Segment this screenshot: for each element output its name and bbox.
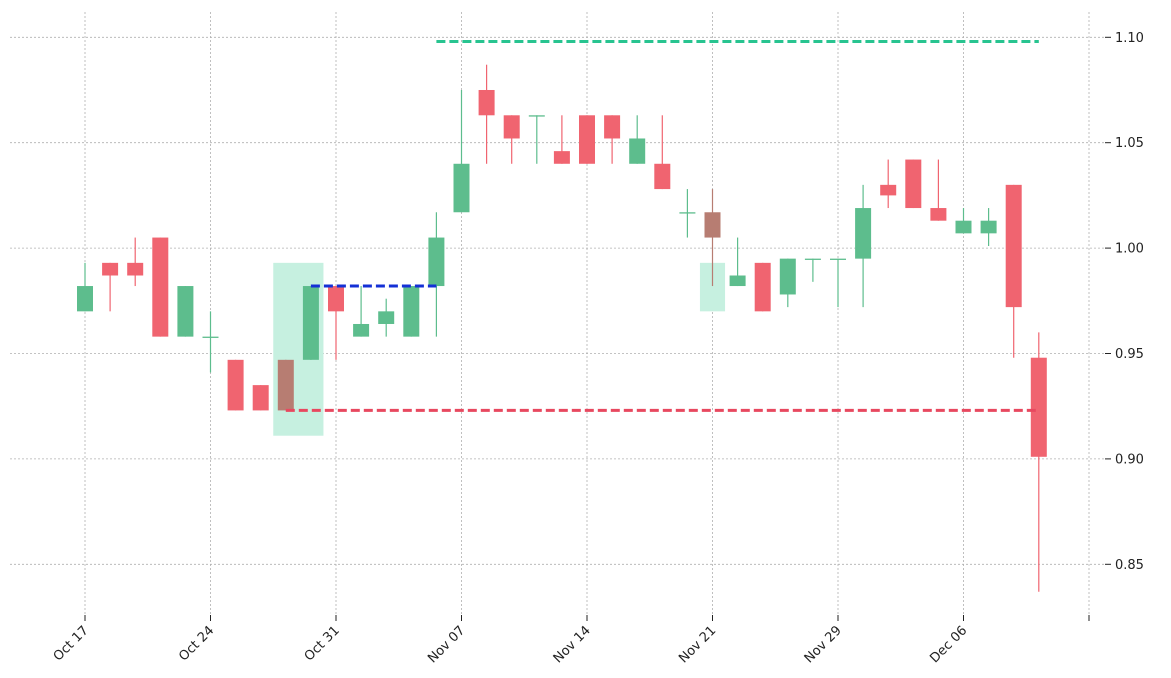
x-tick-label: Nov 14 xyxy=(551,623,594,666)
candle-body xyxy=(403,286,420,337)
candle-body xyxy=(528,115,545,117)
y-tick-label: 1.05 xyxy=(1115,136,1144,151)
candle xyxy=(855,184,872,308)
y-tick-label: 0.90 xyxy=(1115,452,1144,467)
candle-body xyxy=(1005,184,1022,308)
candle xyxy=(102,262,119,312)
x-tick-label: Oct 24 xyxy=(176,623,217,664)
candle-body xyxy=(252,385,269,411)
candle xyxy=(202,311,219,373)
y-tick-label: 1.10 xyxy=(1115,31,1144,46)
candle xyxy=(353,286,370,337)
candle-body xyxy=(202,336,219,338)
candle xyxy=(77,262,93,312)
candle xyxy=(955,208,972,234)
candle xyxy=(579,115,595,164)
candle xyxy=(980,208,997,246)
candle-body xyxy=(177,286,194,337)
candles xyxy=(77,64,1047,592)
grid xyxy=(10,12,1105,617)
candle-body xyxy=(704,212,721,238)
x-tick-label: Oct 31 xyxy=(302,623,343,664)
candle-body xyxy=(503,115,520,139)
y-tick-label: 1.00 xyxy=(1115,242,1144,257)
candle xyxy=(252,385,269,411)
candle xyxy=(453,89,470,213)
candle-body xyxy=(579,115,595,164)
candle xyxy=(177,286,194,337)
candle-body xyxy=(378,311,395,324)
candle xyxy=(880,159,897,209)
candle-body xyxy=(930,208,947,221)
candle xyxy=(277,359,294,411)
candle xyxy=(729,237,746,287)
candle xyxy=(302,286,319,360)
candle-body xyxy=(604,115,621,139)
candle-body xyxy=(980,220,997,234)
candle-body xyxy=(328,286,344,312)
candle xyxy=(679,189,696,238)
candle xyxy=(1030,332,1047,592)
candle-body xyxy=(679,212,696,214)
x-tick-label: Dec 06 xyxy=(927,623,970,666)
axes: 0.85 0.90 0.95 1.00 1.05 1.10 Oct 17 Oct 24 Oct … xyxy=(51,31,1144,667)
x-tick-label: Nov 21 xyxy=(676,623,719,666)
candle-body xyxy=(77,286,93,312)
candle xyxy=(528,115,545,164)
candle-body xyxy=(880,184,897,196)
candle-body xyxy=(905,159,922,209)
candle-body xyxy=(955,220,972,234)
candle-body xyxy=(102,262,119,276)
candle-body xyxy=(855,208,872,259)
candle-body xyxy=(754,262,771,312)
candle-body xyxy=(152,237,169,337)
candle xyxy=(378,298,395,337)
candle xyxy=(604,115,621,164)
y-tick-label: 0.85 xyxy=(1115,558,1144,573)
candle-body xyxy=(1030,357,1047,457)
candle xyxy=(1005,184,1022,358)
candle-body xyxy=(729,275,746,287)
candle xyxy=(654,115,671,190)
candle xyxy=(779,258,796,308)
candle xyxy=(403,286,420,337)
candle xyxy=(428,212,445,337)
candle-body xyxy=(654,163,671,190)
candle-body xyxy=(353,323,370,337)
candle-body xyxy=(127,262,144,276)
candle-body xyxy=(804,258,821,260)
candle-body xyxy=(478,89,495,116)
candle xyxy=(127,237,144,287)
candle xyxy=(328,286,344,360)
candle xyxy=(754,262,771,312)
candle-body xyxy=(629,138,646,164)
candle-body xyxy=(302,286,319,360)
candle xyxy=(905,159,922,209)
x-tick-label: Nov 07 xyxy=(425,623,468,666)
candle xyxy=(478,64,495,164)
candle-body xyxy=(553,151,570,164)
candle-body xyxy=(453,163,470,213)
candle xyxy=(704,189,721,287)
x-tick-label: Nov 29 xyxy=(802,623,845,666)
candle xyxy=(553,115,570,164)
x-tick-label: Oct 17 xyxy=(51,623,92,664)
candle-body xyxy=(428,237,445,287)
candle xyxy=(503,115,520,164)
candle-body xyxy=(779,258,796,295)
candle-body xyxy=(277,359,294,411)
horizontal-levels xyxy=(285,40,1039,412)
candle xyxy=(227,359,244,411)
candle-body xyxy=(830,258,846,260)
candle xyxy=(629,115,646,164)
candle xyxy=(804,258,821,282)
candle-body xyxy=(227,359,244,411)
y-tick-label: 0.95 xyxy=(1115,347,1144,362)
candle xyxy=(930,159,947,221)
candle xyxy=(830,258,846,308)
candle xyxy=(152,237,169,337)
